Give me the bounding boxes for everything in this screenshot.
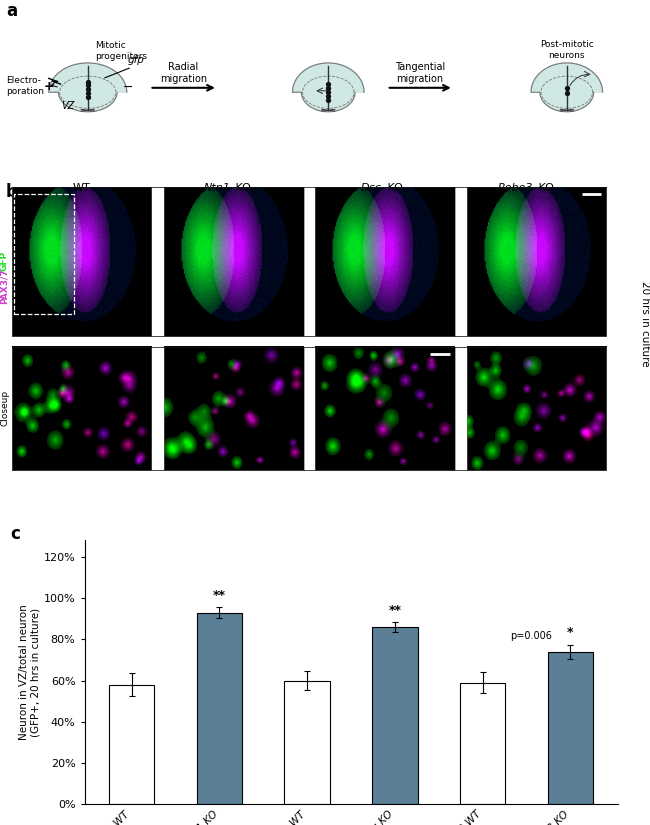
Bar xyxy=(12,187,151,336)
Text: gfp: gfp xyxy=(128,54,145,64)
Text: a: a xyxy=(6,2,18,20)
Polygon shape xyxy=(292,63,364,111)
Text: Robo3: Robo3 xyxy=(498,182,533,192)
Bar xyxy=(164,187,304,336)
Text: Radial
migration: Radial migration xyxy=(160,62,207,84)
Text: Closeup: Closeup xyxy=(0,389,9,426)
Text: VZ: VZ xyxy=(62,101,75,111)
Polygon shape xyxy=(49,63,127,111)
Text: Post-mitotic
neurons: Post-mitotic neurons xyxy=(540,40,593,60)
Text: GFP: GFP xyxy=(0,251,8,271)
Bar xyxy=(12,347,151,470)
Text: Electro-
poration: Electro- poration xyxy=(6,76,44,96)
Text: PAX3/7: PAX3/7 xyxy=(0,269,8,304)
Text: Tangential
migration: Tangential migration xyxy=(395,62,445,84)
Text: b: b xyxy=(5,182,17,200)
Bar xyxy=(109,685,154,804)
Bar xyxy=(315,187,455,336)
Bar xyxy=(460,683,506,804)
Bar xyxy=(548,652,593,804)
Text: Ntn1: Ntn1 xyxy=(203,182,230,192)
Bar xyxy=(467,347,606,470)
Text: 20 hrs in culture: 20 hrs in culture xyxy=(640,281,650,367)
Text: WT: WT xyxy=(73,182,90,192)
Y-axis label: Neuron in VZ/total neuron
(GFP+, 20 hrs in culture): Neuron in VZ/total neuron (GFP+, 20 hrs … xyxy=(20,605,41,740)
Text: Mitotic
progenitors: Mitotic progenitors xyxy=(96,41,148,61)
Text: c: c xyxy=(10,525,20,543)
Text: p=0.006: p=0.006 xyxy=(510,631,552,641)
Text: **: ** xyxy=(389,604,402,617)
Polygon shape xyxy=(531,63,603,111)
Text: KO: KO xyxy=(384,182,403,192)
Bar xyxy=(14,194,74,314)
Bar xyxy=(372,627,418,804)
Bar xyxy=(164,347,304,470)
Text: **: ** xyxy=(213,589,226,602)
Bar xyxy=(196,612,242,804)
Bar xyxy=(315,347,455,470)
Text: −: − xyxy=(123,81,133,93)
Bar xyxy=(284,681,330,804)
Text: +: + xyxy=(44,81,54,93)
Text: *: * xyxy=(567,626,574,639)
Bar xyxy=(467,187,606,336)
Text: KO: KO xyxy=(232,182,252,192)
Text: KO: KO xyxy=(536,182,554,192)
Text: Dcc: Dcc xyxy=(361,182,382,192)
